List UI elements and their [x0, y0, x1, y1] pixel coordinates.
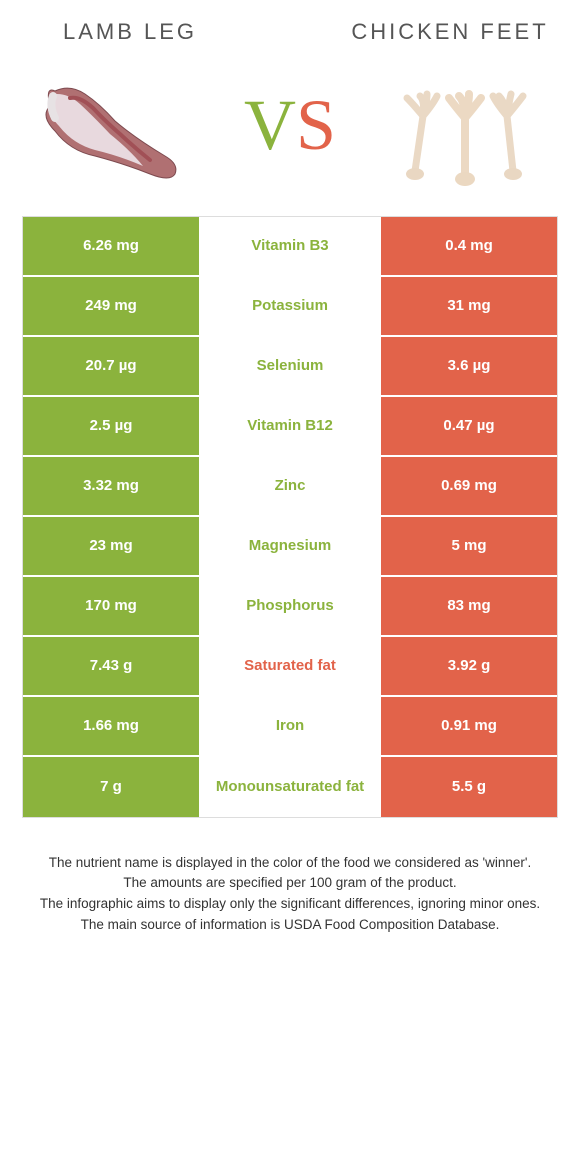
vs-label: VS — [244, 84, 336, 167]
table-row: 1.66 mgIron0.91 mg — [23, 697, 557, 757]
left-value: 3.32 mg — [23, 457, 201, 515]
footer-line-3: The infographic aims to display only the… — [30, 894, 550, 915]
table-row: 6.26 mgVitamin B30.4 mg — [23, 217, 557, 277]
table-row: 7.43 gSaturated fat3.92 g — [23, 637, 557, 697]
right-value: 3.92 g — [379, 637, 557, 695]
right-value: 0.91 mg — [379, 697, 557, 755]
left-value: 23 mg — [23, 517, 201, 575]
table-row: 23 mgMagnesium5 mg — [23, 517, 557, 577]
left-food-image — [25, 56, 205, 196]
nutrient-label: Zinc — [201, 457, 379, 515]
left-value: 170 mg — [23, 577, 201, 635]
nutrient-label: Monounsaturated fat — [201, 757, 379, 817]
footer-line-4: The main source of information is USDA F… — [30, 915, 550, 936]
footer-line-1: The nutrient name is displayed in the co… — [30, 853, 550, 874]
table-row: 20.7 µgSelenium3.6 µg — [23, 337, 557, 397]
nutrient-label: Saturated fat — [201, 637, 379, 695]
nutrient-label: Iron — [201, 697, 379, 755]
nutrient-label: Phosphorus — [201, 577, 379, 635]
right-food-title: Chicken feet — [350, 18, 550, 46]
nutrient-label: Vitamin B12 — [201, 397, 379, 455]
right-value: 3.6 µg — [379, 337, 557, 395]
nutrient-label: Vitamin B3 — [201, 217, 379, 275]
left-value: 7 g — [23, 757, 201, 817]
right-value: 83 mg — [379, 577, 557, 635]
right-value: 0.47 µg — [379, 397, 557, 455]
left-value: 249 mg — [23, 277, 201, 335]
left-value: 6.26 mg — [23, 217, 201, 275]
header: Lamb leg Chicken feet — [0, 0, 580, 46]
table-row: 170 mgPhosphorus83 mg — [23, 577, 557, 637]
table-row: 249 mgPotassium31 mg — [23, 277, 557, 337]
table-row: 3.32 mgZinc0.69 mg — [23, 457, 557, 517]
footer-line-2: The amounts are specified per 100 gram o… — [30, 873, 550, 894]
left-value: 20.7 µg — [23, 337, 201, 395]
nutrient-table: 6.26 mgVitamin B30.4 mg249 mgPotassium31… — [22, 216, 558, 818]
right-food-image — [375, 56, 555, 196]
vs-v: V — [244, 85, 296, 165]
left-food-title: Lamb leg — [30, 18, 230, 46]
table-row: 2.5 µgVitamin B120.47 µg — [23, 397, 557, 457]
left-value: 7.43 g — [23, 637, 201, 695]
right-value: 0.4 mg — [379, 217, 557, 275]
nutrient-label: Selenium — [201, 337, 379, 395]
nutrient-label: Magnesium — [201, 517, 379, 575]
left-value: 1.66 mg — [23, 697, 201, 755]
right-value: 5 mg — [379, 517, 557, 575]
right-value: 5.5 g — [379, 757, 557, 817]
nutrient-label: Potassium — [201, 277, 379, 335]
left-value: 2.5 µg — [23, 397, 201, 455]
footer-notes: The nutrient name is displayed in the co… — [30, 853, 550, 937]
table-row: 7 gMonounsaturated fat5.5 g — [23, 757, 557, 817]
vs-s: S — [296, 85, 336, 165]
images-row: VS — [0, 46, 580, 216]
right-value: 31 mg — [379, 277, 557, 335]
right-value: 0.69 mg — [379, 457, 557, 515]
